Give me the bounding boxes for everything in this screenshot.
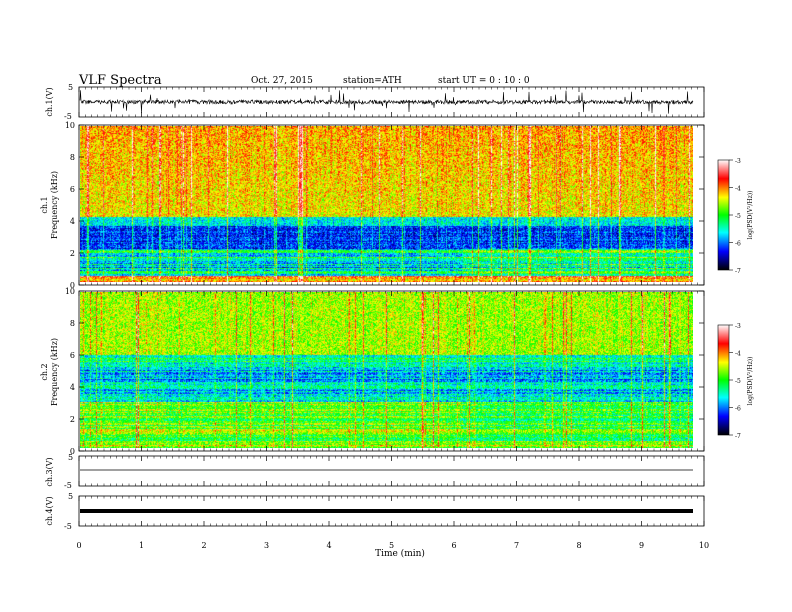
colorbar-ch2: -3 -4 -5 -6 -7 log(PSD(V²/Hz)) — [717, 323, 754, 440]
y-tick-label: 2 — [70, 415, 75, 424]
colorbar-tick-label: -5 — [735, 378, 741, 385]
colorbar-tick-label: -6 — [735, 406, 741, 413]
colorbar-tick-label: -4 — [735, 186, 741, 193]
y-tick-label: 8 — [70, 319, 75, 328]
ch2-spectrogram-image — [80, 292, 693, 448]
colorbar-ch1: -3 -4 -5 -6 -7 log(PSD(V²/Hz)) — [717, 158, 754, 275]
figure-title: VLF Spectra — [78, 73, 162, 88]
ch3-ytick-bottom: -5 — [64, 481, 72, 490]
x-tick-label: 5 — [389, 541, 394, 550]
colorbar-tick-label: -5 — [735, 213, 741, 220]
x-tick-label: 6 — [451, 541, 456, 550]
colorbar-tick-label: -3 — [735, 158, 741, 165]
x-tick-label: 0 — [76, 541, 81, 550]
ch4-ytick-bottom: -5 — [64, 522, 72, 531]
ch1-waveform-line — [79, 90, 694, 114]
ch2-spec-ylabel-ch: ch.2 — [40, 363, 49, 380]
y-tick-label: 2 — [70, 249, 75, 258]
colorbar-tick-label: -4 — [735, 351, 741, 358]
x-tick-label: 7 — [514, 541, 519, 550]
ch1-waveform-panel: 5 -5 ch.1(V) — [45, 83, 705, 121]
ch1-spec-ylabel-ch: ch.1 — [40, 196, 49, 213]
ch1-spec-ylabel-freq: Frequency (kHz) — [50, 171, 59, 239]
y-tick-label: 6 — [70, 185, 75, 194]
ch4-waveform-panel: 5 -5 ch.4(V) — [45, 492, 705, 531]
y-tick-label: 8 — [70, 153, 75, 162]
x-tick-label: 4 — [326, 541, 331, 550]
ch1-ytick-top: 5 — [68, 83, 73, 92]
x-tick-label: 8 — [576, 541, 581, 550]
ch2-spec-ylabel-freq: Frequency (kHz) — [50, 338, 59, 406]
ch1-ylabel: ch.1(V) — [45, 87, 54, 116]
x-tick-label: 1 — [139, 541, 144, 550]
colorbar-ch1-label: log(PSD(V²/Hz)) — [747, 191, 754, 240]
x-tick-label: 2 — [201, 541, 206, 550]
date-label: Oct. 27, 2015 — [251, 76, 313, 86]
x-tick-label: 3 — [264, 541, 269, 550]
ch1-ytick-bottom: -5 — [64, 112, 72, 121]
x-axis-label: Time (min) — [375, 548, 425, 559]
start-time-label: start UT = 0 : 10 : 0 — [438, 76, 530, 86]
ch2-spectrogram-panel: ch.2 Frequency (kHz) 0 2 4 6 8 10 — [40, 287, 705, 456]
y-tick-label: 4 — [70, 383, 75, 392]
y-tick-label: 4 — [70, 217, 75, 226]
colorbar-ch2-label: log(PSD(V²/Hz)) — [747, 357, 754, 406]
ch3-ytick-top: 5 — [68, 453, 73, 462]
colorbar-tick-label: -7 — [735, 433, 741, 440]
ch3-ylabel: ch.3(V) — [45, 457, 54, 486]
y-tick-label: 6 — [70, 351, 75, 360]
ch1-spectrogram-panel: ch.1 Frequency (kHz) 0 2 4 6 8 10 — [40, 121, 705, 290]
y-tick-label: 10 — [65, 121, 75, 130]
station-label: station=ATH — [343, 76, 402, 86]
ch4-ylabel: ch.4(V) — [45, 496, 54, 525]
x-tick-label: 10 — [699, 541, 709, 550]
y-tick-label: 10 — [65, 287, 75, 296]
colorbar-tick-label: -7 — [735, 268, 741, 275]
ch3-waveform-panel: 5 -5 ch.3(V) — [45, 453, 705, 490]
colorbar-tick-label: -3 — [735, 323, 741, 330]
y-tick-label: 0 — [70, 447, 75, 456]
colorbar-tick-label: -6 — [735, 241, 741, 248]
ch4-ytick-top: 5 — [68, 492, 73, 501]
x-tick-label: 9 — [639, 541, 644, 550]
y-tick-label: 0 — [70, 281, 75, 290]
ch1-spectrogram-image — [80, 126, 693, 282]
